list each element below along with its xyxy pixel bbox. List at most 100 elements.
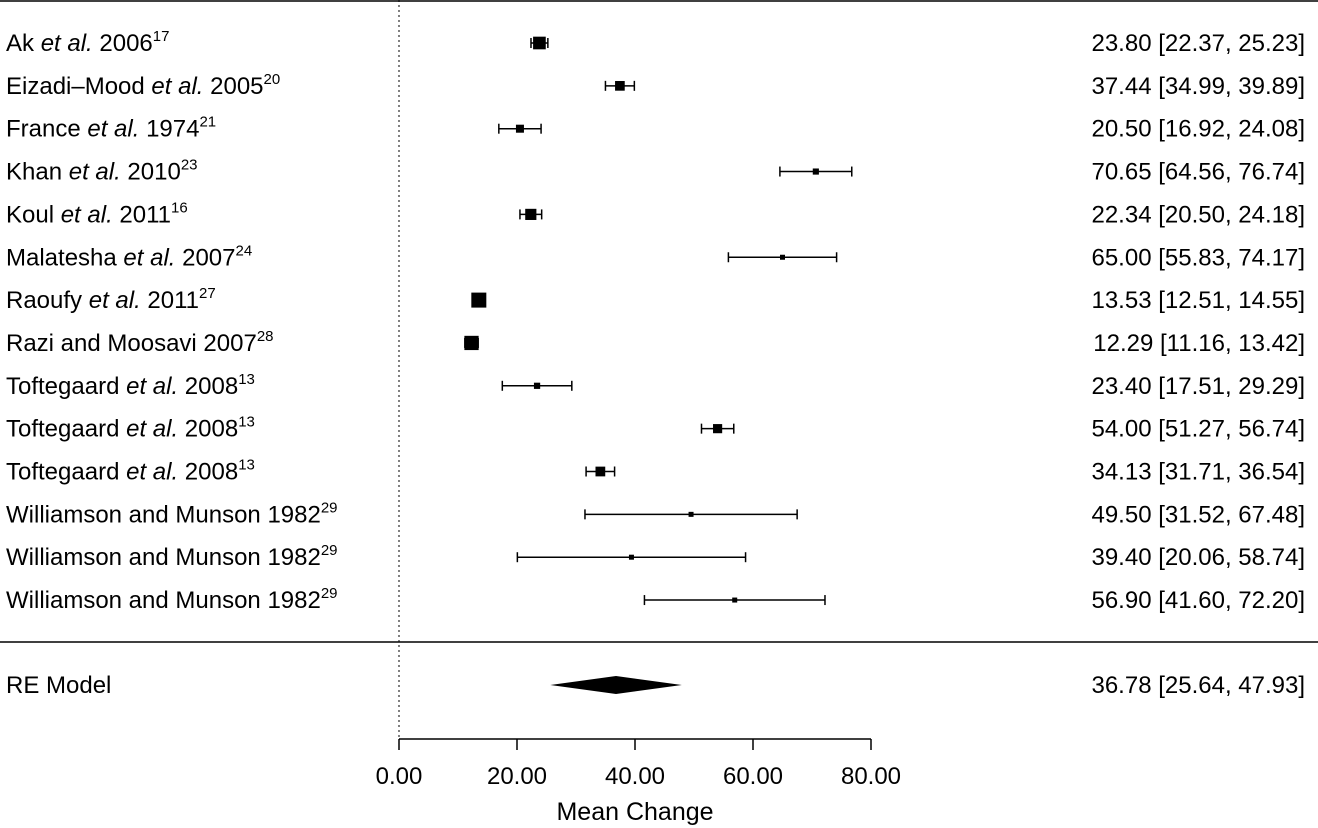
study-label-part: 2008: [178, 459, 238, 486]
study-label: Williamson and Munson 198229: [6, 499, 338, 528]
study-label-part: Williamson and Munson 1982: [6, 544, 321, 571]
study-row: Williamson and Munson 198229 56.90 [41.60…: [6, 585, 1305, 614]
study-label: Toftegaard et al. 200813: [6, 457, 255, 486]
study-label: Toftegaard et al. 200813: [6, 371, 255, 400]
study-estimate-text: 34.13 [31.71, 36.54]: [1091, 459, 1305, 486]
study-rows: Ak et al. 200617 23.80 [22.37, 25.23] Eiza…: [6, 28, 1305, 614]
study-reference: 16: [171, 199, 188, 216]
study-label: Koul et al. 201116: [6, 199, 188, 228]
study-estimate-text: 23.80 [22.37, 25.23]: [1091, 30, 1305, 57]
study-row: France et al. 197421 20.50 [16.92, 24.08]: [6, 114, 1305, 143]
study-estimate-text: 22.34 [20.50, 24.18]: [1091, 201, 1305, 228]
study-label-part: et al.: [126, 416, 178, 443]
point-estimate: [595, 466, 606, 477]
study-reference: 29: [321, 542, 338, 559]
summary-diamond: [550, 676, 682, 694]
point-estimate: [515, 124, 524, 133]
study-label-part: Malatesha: [6, 244, 123, 271]
x-tick-label: 0.00: [376, 763, 423, 790]
study-estimate-text: 49.50 [31.52, 67.48]: [1091, 501, 1305, 528]
study-reference: 29: [321, 499, 338, 516]
study-label: Raoufy et al. 201127: [6, 285, 216, 314]
study-row: Koul et al. 201116 22.34 [20.50, 24.18]: [6, 199, 1305, 228]
study-estimate-text: 20.50 [16.92, 24.08]: [1091, 116, 1305, 143]
study-label: Malatesha et al. 200724: [6, 242, 252, 271]
study-label-part: et al.: [61, 201, 113, 228]
study-label: Williamson and Munson 198229: [6, 585, 338, 614]
point-estimate: [688, 511, 694, 517]
point-estimate: [615, 81, 625, 91]
study-label-part: et al.: [87, 116, 139, 143]
study-estimate-text: 54.00 [51.27, 56.74]: [1091, 416, 1305, 443]
study-label-part: Eizadi–Mood: [6, 73, 151, 100]
study-row: Eizadi–Mood et al. 200520 37.44 [34.99, 3…: [6, 71, 1305, 100]
study-label-part: et al.: [89, 287, 141, 314]
study-label-part: et al.: [41, 30, 93, 57]
study-label-part: 2010: [121, 159, 181, 186]
x-tick-label: 20.00: [487, 763, 547, 790]
study-label-part: 2011: [113, 201, 171, 228]
point-estimate: [812, 168, 819, 175]
study-label: Toftegaard et al. 200813: [6, 414, 255, 443]
study-label-part: 2007: [175, 244, 235, 271]
study-label-part: et al.: [151, 73, 203, 100]
study-row: Williamson and Munson 198229 49.50 [31.52…: [6, 499, 1305, 528]
study-reference: 20: [264, 71, 281, 88]
study-label-part: 1974: [139, 116, 199, 143]
study-label-part: Koul: [6, 201, 61, 228]
study-estimate-text: 13.53 [12.51, 14.55]: [1091, 287, 1305, 314]
x-axis: 0.00 20.00 40.00 60.00 80.00 Mean Change: [376, 738, 901, 826]
study-label-part: Toftegaard: [6, 416, 126, 443]
study-label-part: 2008: [178, 373, 238, 400]
study-label-part: et al.: [123, 244, 175, 271]
study-row: Williamson and Munson 198229 39.40 [20.06…: [6, 542, 1305, 571]
study-label-part: Williamson and Munson 1982: [6, 501, 321, 528]
study-row: Toftegaard et al. 200813 34.13 [31.71, 36…: [6, 457, 1305, 486]
point-estimate: [732, 597, 738, 603]
study-row: Ak et al. 200617 23.80 [22.37, 25.23]: [6, 28, 1305, 57]
study-reference: 21: [199, 114, 216, 131]
x-tick-label: 80.00: [841, 763, 901, 790]
study-label-part: Raoufy: [6, 287, 89, 314]
point-estimate: [471, 292, 487, 308]
study-estimate-text: 37.44 [34.99, 39.89]: [1091, 73, 1305, 100]
study-label-part: et al.: [126, 459, 178, 486]
point-estimate: [628, 554, 634, 560]
study-estimate-text: 12.29 [11.16, 13.42]: [1093, 330, 1305, 357]
study-label-part: 2005: [203, 73, 263, 100]
study-label: Eizadi–Mood et al. 200520: [6, 71, 280, 100]
study-row: Malatesha et al. 200724 65.00 [55.83, 74.…: [6, 242, 1305, 271]
study-reference: 28: [257, 328, 274, 345]
study-reference: 23: [181, 157, 198, 174]
study-row: Razi and Moosavi 200728 12.29 [11.16, 13.…: [6, 328, 1305, 357]
x-tick-label: 40.00: [605, 763, 665, 790]
study-label-part: Khan: [6, 159, 69, 186]
study-label-part: Toftegaard: [6, 373, 126, 400]
summary-label: RE Model: [6, 672, 111, 699]
study-row: Toftegaard et al. 200813 23.40 [17.51, 29…: [6, 371, 1305, 400]
summary-estimate-text: 36.78 [25.64, 47.93]: [1091, 672, 1305, 699]
study-row: Raoufy et al. 201127 13.53 [12.51, 14.55]: [6, 285, 1305, 314]
study-label: France et al. 197421: [6, 114, 216, 143]
study-label: Razi and Moosavi 200728: [6, 328, 274, 357]
study-estimate-text: 56.90 [41.60, 72.20]: [1091, 587, 1305, 614]
x-tick-label: 60.00: [723, 763, 783, 790]
point-estimate: [533, 36, 546, 50]
study-label-part: et al.: [126, 373, 178, 400]
study-reference: 13: [238, 371, 255, 388]
study-estimate-text: 23.40 [17.51, 29.29]: [1091, 373, 1305, 400]
study-row: Khan et al. 201023 70.65 [64.56, 76.74]: [6, 157, 1305, 186]
study-label-part: France: [6, 116, 87, 143]
study-estimate-text: 65.00 [55.83, 74.17]: [1091, 244, 1305, 271]
study-reference: 27: [199, 285, 216, 302]
point-estimate: [525, 208, 537, 220]
x-axis-ticks: 0.00 20.00 40.00 60.00 80.00: [376, 739, 901, 790]
summary-row: RE Model 36.78 [25.64, 47.93]: [6, 672, 1305, 699]
study-reference: 29: [321, 585, 338, 602]
study-label-part: et al.: [69, 159, 121, 186]
study-label-part: Toftegaard: [6, 459, 126, 486]
study-estimate-text: 39.40 [20.06, 58.74]: [1091, 544, 1305, 571]
study-label-part: Williamson and Munson 1982: [6, 587, 321, 614]
study-label-part: Razi and Moosavi 2007: [6, 330, 257, 357]
study-reference: 13: [238, 457, 255, 474]
